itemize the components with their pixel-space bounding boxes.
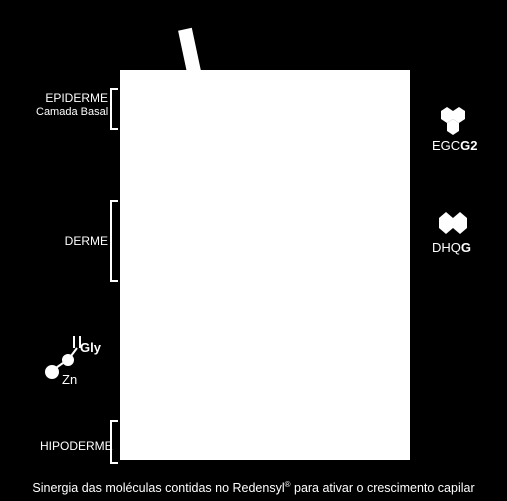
layer-label-derme: DERME <box>60 234 108 249</box>
diagram-caption: Sinergia das moléculas contidas no Reden… <box>0 480 507 495</box>
layer-label-text: EPIDERME <box>45 91 108 105</box>
layer-label-text: DERME <box>65 234 108 248</box>
follicle-panel <box>120 70 410 460</box>
caption-suffix: para ativar o crescimento capilar <box>291 481 475 495</box>
layer-bracket-hipoderme <box>110 420 112 464</box>
layer-bracket-derme <box>110 200 112 282</box>
zn-text: Zn <box>62 372 77 387</box>
molecule-label-dhqg: DHQG <box>432 240 471 255</box>
layer-label-hipoderme: HIPODERME <box>40 439 108 454</box>
layer-label-epiderme: EPIDERME Camada Basal <box>36 91 108 120</box>
molecule-label-egcg2: EGCG2 <box>432 138 478 153</box>
layer-sublabel-text: Camada Basal <box>36 106 108 120</box>
molecule-label-gly: Gly <box>80 340 101 355</box>
diagram-stage: EPIDERME Camada Basal DERME HIPODERME EG… <box>0 0 507 501</box>
molecule-icon-dhqg <box>432 208 476 241</box>
layer-label-text: HIPODERME <box>40 439 113 453</box>
molecule-label-zn: Zn <box>62 372 77 387</box>
caption-prefix: Sinergia das moléculas contidas no Reden… <box>32 481 284 495</box>
layer-bracket-epiderme <box>110 88 112 130</box>
gly-text: Gly <box>80 340 101 355</box>
